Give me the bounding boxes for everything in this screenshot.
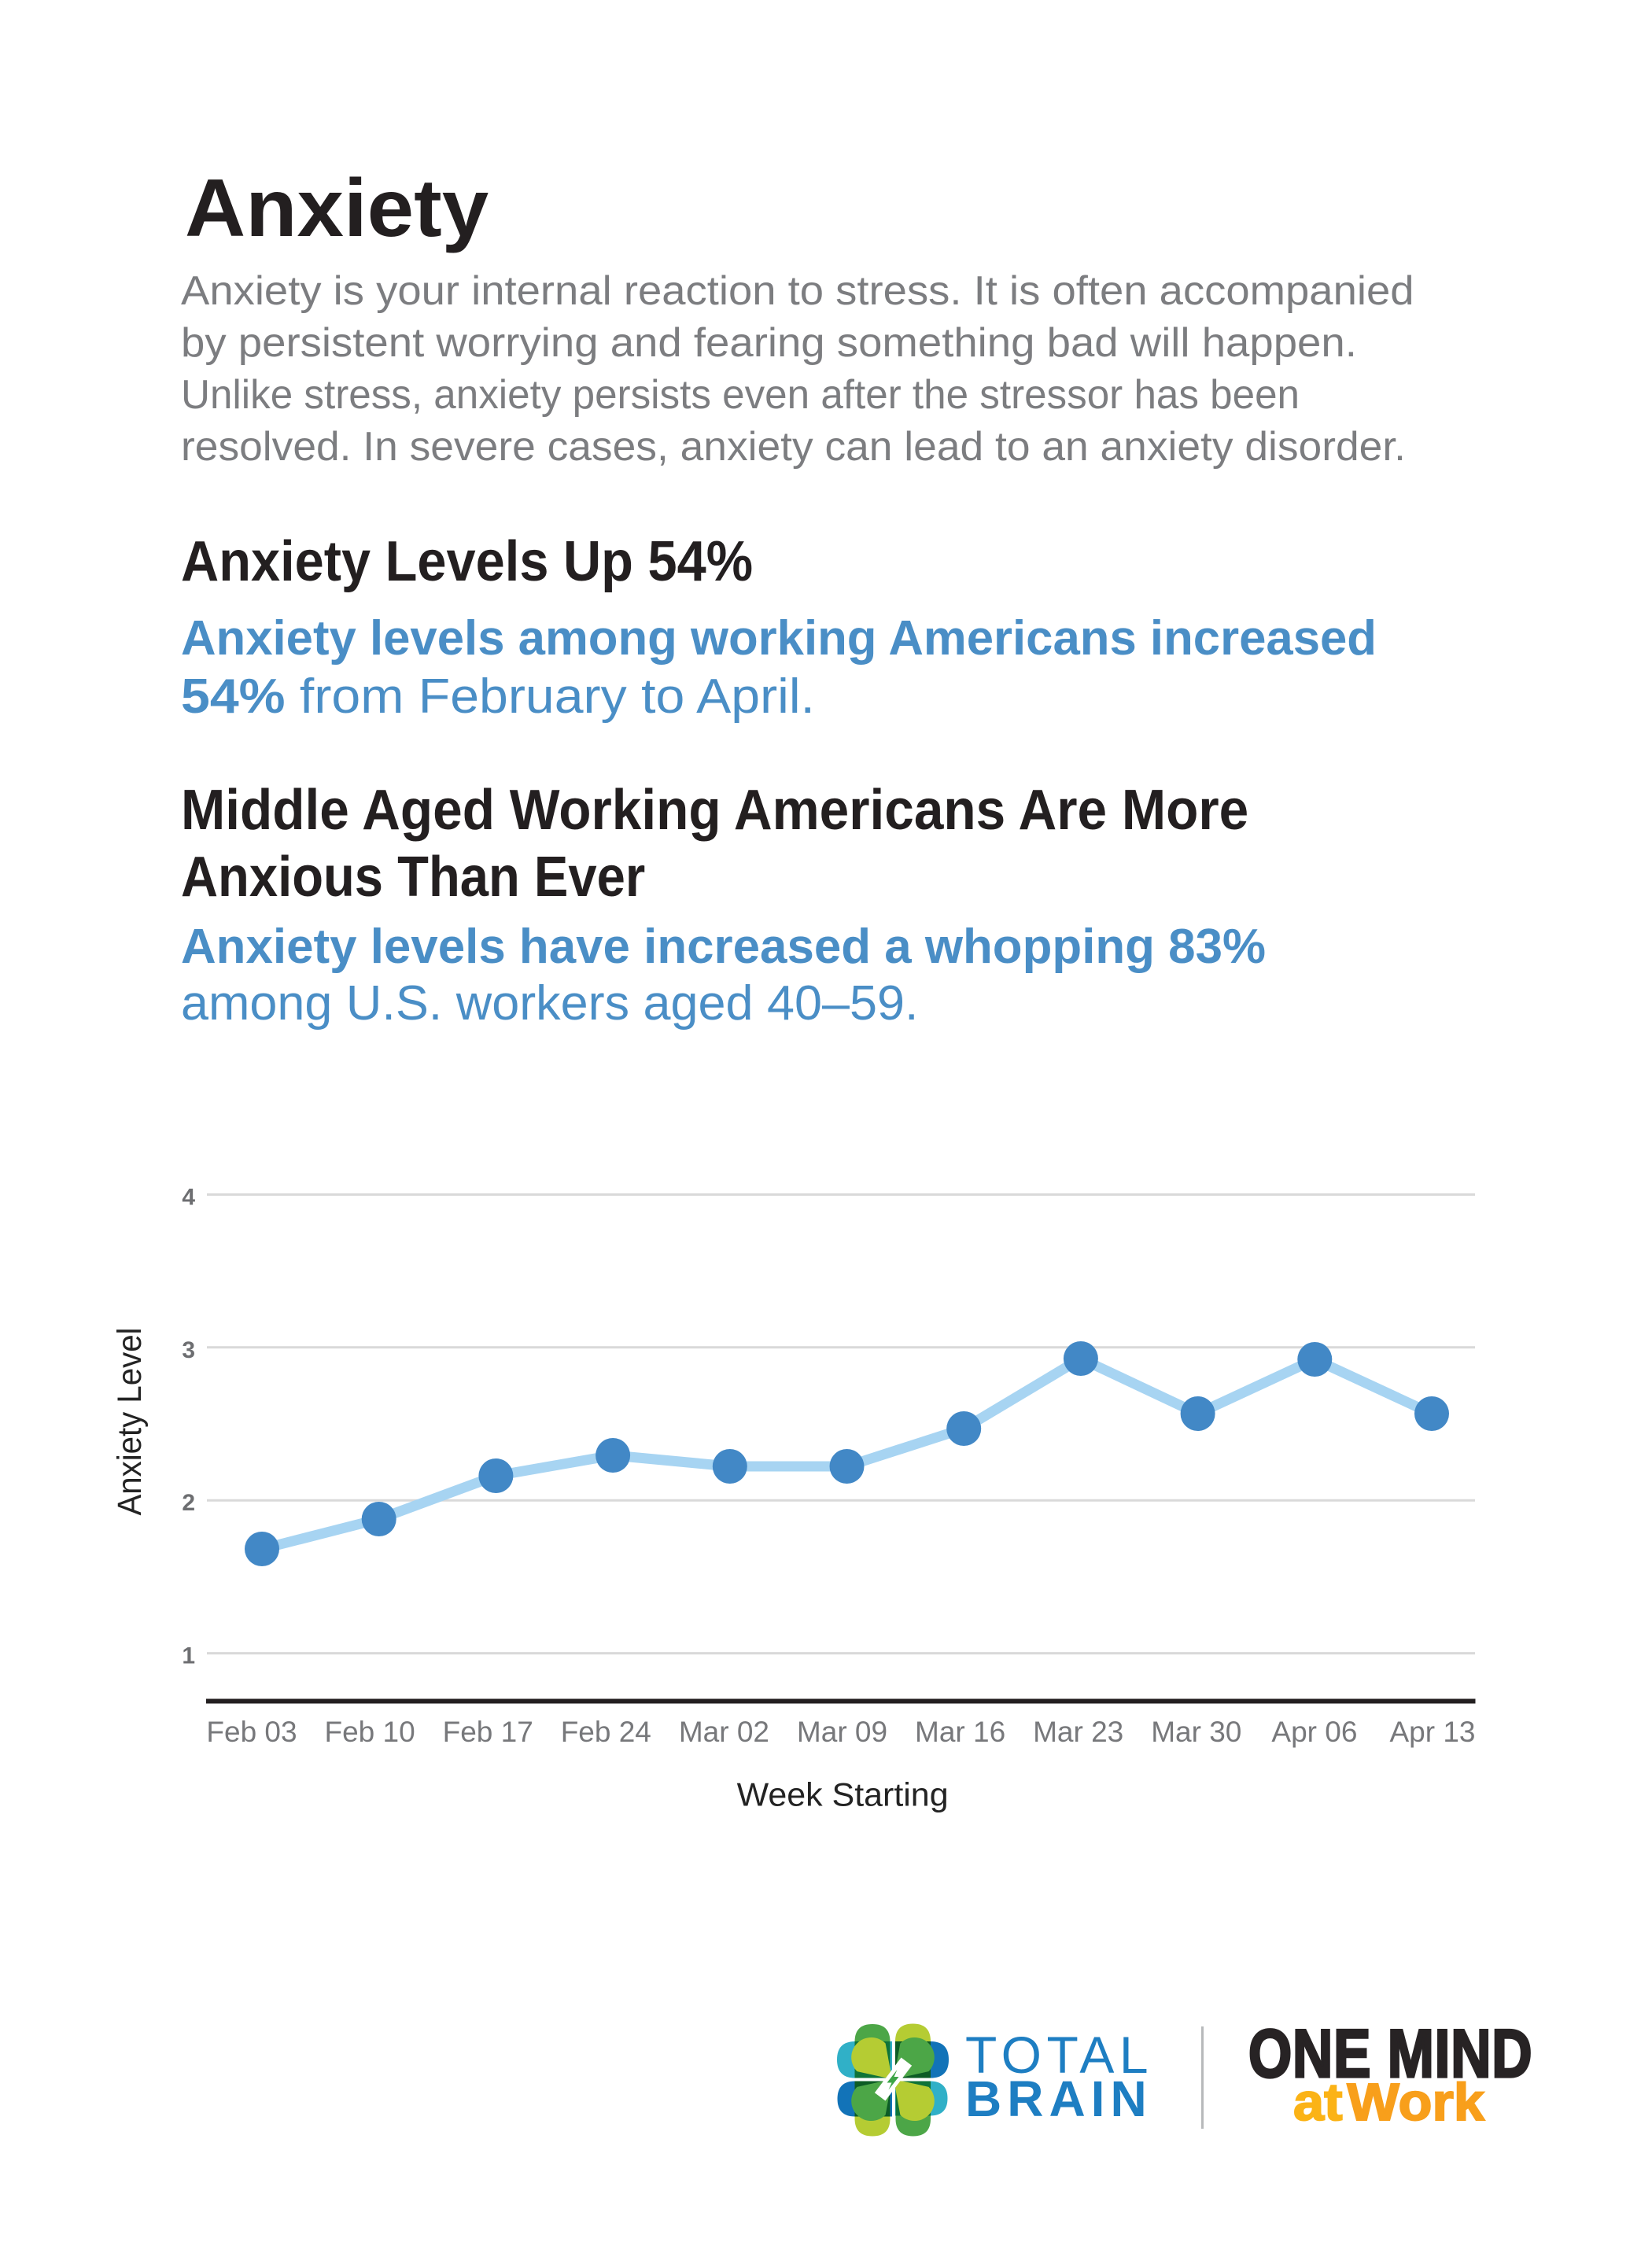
svg-text:Week Starting: Week Starting — [737, 1776, 949, 1813]
svg-text:Feb 10: Feb 10 — [324, 1716, 415, 1748]
svg-text:4: 4 — [182, 1185, 195, 1211]
svg-text:1: 1 — [182, 1643, 195, 1669]
svg-text:Mar 23: Mar 23 — [1033, 1716, 1123, 1748]
svg-text:2: 2 — [182, 1490, 195, 1516]
svg-text:Apr 06: Apr 06 — [1271, 1716, 1357, 1748]
svg-text:Mar 30: Mar 30 — [1151, 1716, 1241, 1748]
svg-text:Mar 16: Mar 16 — [915, 1716, 1005, 1748]
svg-text:3: 3 — [182, 1337, 195, 1363]
svg-text:Feb 24: Feb 24 — [561, 1716, 651, 1748]
svg-text:Apr 13: Apr 13 — [1389, 1716, 1475, 1748]
svg-text:Mar 09: Mar 09 — [797, 1716, 887, 1748]
svg-text:Feb 03: Feb 03 — [206, 1716, 297, 1748]
svg-text:Mar 02: Mar 02 — [679, 1716, 769, 1748]
svg-text:Anxiety Level: Anxiety Level — [111, 1328, 149, 1516]
svg-text:Feb 17: Feb 17 — [443, 1716, 533, 1748]
